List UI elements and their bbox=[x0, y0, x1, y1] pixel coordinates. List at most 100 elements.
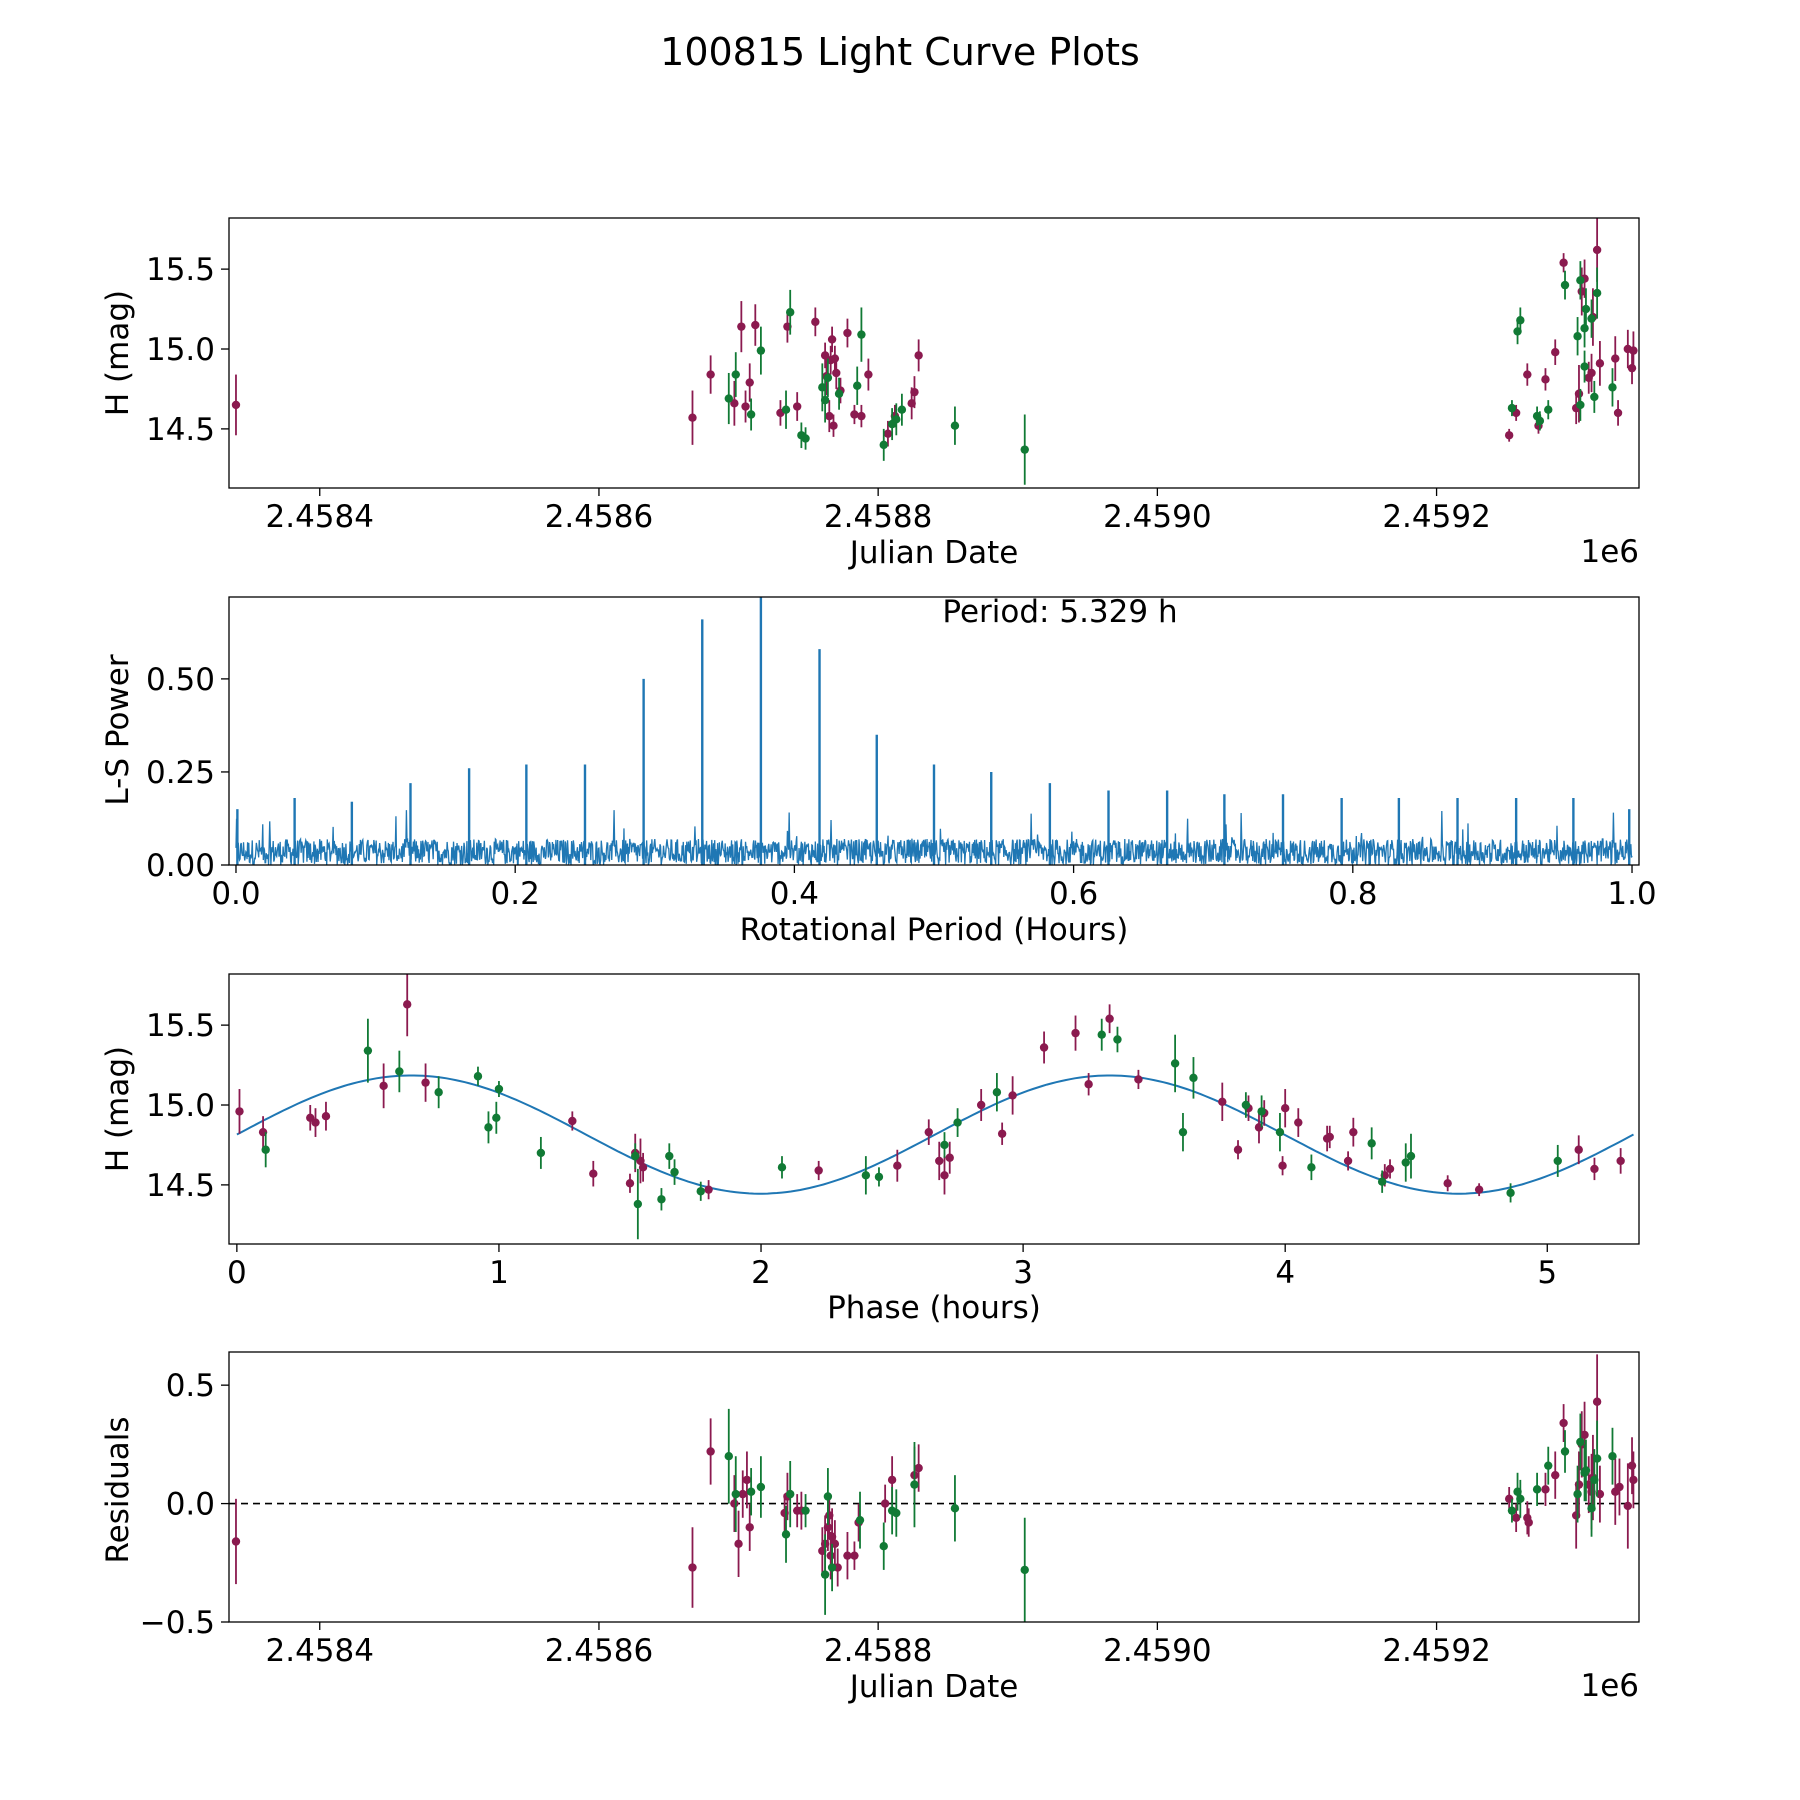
series-maroon bbox=[231, 218, 1638, 447]
data-point bbox=[1325, 1132, 1334, 1142]
data-point bbox=[950, 1504, 960, 1513]
data-point bbox=[1367, 1139, 1376, 1148]
xtick-label: 0.4 bbox=[770, 876, 819, 912]
data-point bbox=[1592, 1454, 1602, 1463]
xtick-label: 2 bbox=[751, 1255, 771, 1291]
data-point bbox=[1615, 1482, 1624, 1492]
data-point bbox=[1516, 1494, 1525, 1504]
data-point bbox=[633, 1199, 643, 1209]
data-point bbox=[801, 434, 810, 443]
data-point bbox=[657, 1195, 666, 1204]
ytick-label: 0.25 bbox=[146, 755, 215, 791]
series-green bbox=[261, 1018, 1562, 1240]
xtick-label: 2.4588 bbox=[824, 1633, 932, 1669]
data-point bbox=[1581, 1466, 1591, 1475]
data-point bbox=[231, 400, 241, 410]
data-point bbox=[1071, 1028, 1080, 1038]
data-point bbox=[1097, 1030, 1106, 1039]
data-point bbox=[976, 1100, 986, 1110]
data-point bbox=[1504, 431, 1514, 440]
data-point bbox=[1511, 1513, 1521, 1522]
data-point bbox=[1178, 1127, 1188, 1137]
data-point bbox=[883, 429, 893, 438]
data-point bbox=[1401, 1158, 1410, 1167]
data-point bbox=[827, 1563, 837, 1572]
data-point bbox=[1623, 1501, 1633, 1511]
data-point bbox=[887, 1475, 897, 1485]
data-point bbox=[1627, 1461, 1637, 1470]
xtick-label: 2.4592 bbox=[1382, 1633, 1490, 1669]
data-point bbox=[321, 1111, 331, 1121]
data-point bbox=[261, 1145, 270, 1154]
data-point bbox=[1544, 405, 1553, 414]
xtick-label: 0.8 bbox=[1328, 876, 1377, 912]
data-point bbox=[830, 354, 840, 363]
data-point bbox=[1616, 1156, 1625, 1166]
xtick-label: 0 bbox=[227, 1255, 247, 1291]
data-point bbox=[536, 1148, 546, 1158]
data-point bbox=[880, 1499, 890, 1508]
residuals-plot-area bbox=[229, 1354, 1639, 1622]
data-point bbox=[730, 1499, 739, 1508]
figure-title: 100815 Light Curve Plots bbox=[660, 30, 1140, 74]
data-point bbox=[311, 1118, 320, 1127]
data-point bbox=[1385, 1164, 1395, 1174]
data-point bbox=[823, 1492, 833, 1501]
ytick-label: 15.5 bbox=[146, 252, 215, 288]
data-point bbox=[1280, 1104, 1290, 1113]
periodogram-ylabel: L-S Power bbox=[100, 654, 136, 805]
xtick-label: 5 bbox=[1537, 1255, 1557, 1291]
data-point bbox=[1532, 1485, 1542, 1494]
xtick-label: 2.4588 bbox=[824, 499, 932, 535]
data-point bbox=[879, 1542, 888, 1551]
xtick-label: 0.2 bbox=[491, 876, 540, 912]
data-point bbox=[730, 399, 739, 408]
data-point bbox=[1580, 324, 1589, 333]
light-curve-xlabel: Julian Date bbox=[848, 535, 1019, 571]
data-point bbox=[731, 370, 740, 379]
xtick-label: 0.6 bbox=[1049, 876, 1098, 912]
data-point bbox=[832, 368, 841, 378]
data-point bbox=[625, 1179, 635, 1188]
data-point bbox=[746, 410, 756, 419]
data-point bbox=[741, 402, 750, 411]
data-point bbox=[1629, 346, 1638, 355]
residuals-xlabel: Julian Date bbox=[848, 1669, 1019, 1705]
data-point bbox=[1516, 316, 1525, 325]
data-point bbox=[756, 346, 766, 355]
xtick-label: 1 bbox=[489, 1255, 509, 1291]
light-curve-offset-label: 1e6 bbox=[1580, 534, 1639, 570]
periodogram-panel: 0.0 0.2 0.4 0.6 0.8 1.0 0.00 0.25 0.50 Period: 5… bbox=[100, 594, 1657, 948]
data-point bbox=[843, 328, 852, 338]
data-point bbox=[1113, 1035, 1122, 1044]
ytick-label: 0.50 bbox=[146, 662, 215, 698]
data-point bbox=[874, 1172, 884, 1182]
data-point bbox=[395, 1067, 404, 1076]
data-point bbox=[706, 370, 715, 379]
data-point bbox=[688, 413, 697, 422]
data-point bbox=[1590, 1164, 1599, 1174]
data-point bbox=[945, 1153, 954, 1162]
data-point bbox=[1580, 362, 1589, 371]
data-point bbox=[731, 1489, 740, 1499]
data-point bbox=[1560, 1447, 1570, 1456]
data-point bbox=[892, 415, 901, 424]
data-point bbox=[825, 411, 834, 421]
data-point bbox=[379, 1081, 388, 1091]
data-point bbox=[1189, 1073, 1198, 1083]
xtick-label: 2.4590 bbox=[1103, 499, 1211, 535]
periodogram-plot-area bbox=[235, 597, 1633, 865]
ytick-label: 14.5 bbox=[146, 412, 215, 448]
data-point bbox=[1590, 392, 1599, 402]
data-point bbox=[786, 1489, 795, 1499]
data-point bbox=[940, 1171, 949, 1180]
data-point bbox=[826, 1551, 835, 1560]
data-point bbox=[1608, 383, 1617, 392]
data-point bbox=[950, 421, 960, 430]
data-point bbox=[1573, 1489, 1582, 1499]
ytick-label: 0.5 bbox=[166, 1368, 215, 1404]
data-point bbox=[827, 335, 837, 344]
data-point bbox=[893, 1161, 902, 1170]
data-point bbox=[670, 1167, 679, 1177]
data-point bbox=[1541, 1485, 1550, 1494]
